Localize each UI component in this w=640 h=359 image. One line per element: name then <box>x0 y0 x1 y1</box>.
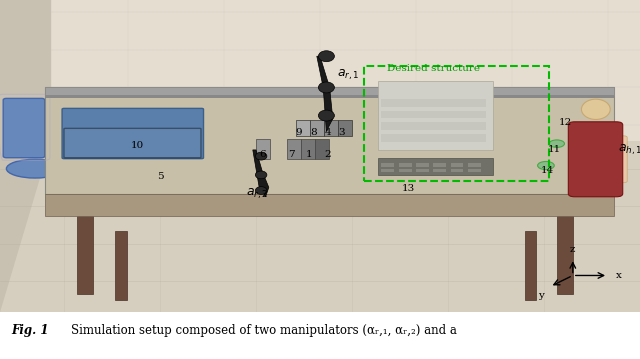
Bar <box>315 139 329 159</box>
Text: 7: 7 <box>288 150 294 159</box>
Bar <box>0 0 640 140</box>
Bar <box>416 163 429 167</box>
Text: $a_{r,1}$: $a_{r,1}$ <box>337 68 360 82</box>
Bar <box>45 88 614 95</box>
FancyBboxPatch shape <box>605 136 627 183</box>
Bar <box>364 66 549 181</box>
Text: 13: 13 <box>402 185 415 194</box>
Bar <box>115 231 127 300</box>
Bar <box>451 163 463 167</box>
FancyBboxPatch shape <box>62 108 204 159</box>
Bar <box>77 215 93 294</box>
Text: z: z <box>570 244 575 253</box>
Ellipse shape <box>255 171 267 179</box>
Text: 11: 11 <box>548 145 561 154</box>
Text: 8: 8 <box>310 128 317 137</box>
Bar <box>451 169 463 172</box>
Polygon shape <box>253 150 269 197</box>
Bar <box>381 122 486 130</box>
Bar <box>525 231 536 300</box>
Bar <box>296 120 310 136</box>
Ellipse shape <box>319 82 334 93</box>
Text: $a_{h,1}$: $a_{h,1}$ <box>618 143 640 157</box>
Text: 4: 4 <box>324 128 331 137</box>
Bar <box>310 120 324 136</box>
Text: 3: 3 <box>339 128 345 137</box>
Text: 1: 1 <box>306 150 312 159</box>
Bar <box>381 99 486 107</box>
Text: 9: 9 <box>295 128 301 137</box>
Text: Desired structure: Desired structure <box>387 64 480 73</box>
Bar <box>381 111 486 118</box>
Bar <box>0 140 640 312</box>
FancyBboxPatch shape <box>3 98 45 158</box>
Text: $a_{r,2}$: $a_{r,2}$ <box>246 186 269 201</box>
Ellipse shape <box>582 99 611 120</box>
Text: Fig. 1: Fig. 1 <box>12 324 49 337</box>
Bar <box>468 169 481 172</box>
Bar <box>399 163 412 167</box>
Circle shape <box>538 162 554 169</box>
Polygon shape <box>45 194 614 215</box>
Bar <box>468 163 481 167</box>
Text: 6: 6 <box>259 150 266 159</box>
Bar <box>378 81 493 150</box>
Bar <box>287 139 301 159</box>
Bar <box>301 139 315 159</box>
FancyBboxPatch shape <box>64 129 201 158</box>
Polygon shape <box>0 0 51 312</box>
Bar <box>378 158 493 175</box>
Text: 14: 14 <box>541 166 554 175</box>
Ellipse shape <box>255 152 267 160</box>
Text: 5: 5 <box>157 172 163 181</box>
Bar <box>324 120 338 136</box>
Polygon shape <box>45 88 614 194</box>
Text: 12: 12 <box>559 118 572 127</box>
Circle shape <box>549 140 564 148</box>
Ellipse shape <box>319 51 334 62</box>
Bar <box>381 163 394 167</box>
Ellipse shape <box>319 110 334 121</box>
Bar <box>381 169 394 172</box>
Ellipse shape <box>255 187 267 195</box>
Text: 2: 2 <box>324 150 331 159</box>
FancyBboxPatch shape <box>568 122 623 197</box>
Bar <box>557 215 573 294</box>
Bar <box>381 134 486 142</box>
Ellipse shape <box>6 159 64 178</box>
Bar <box>433 169 446 172</box>
Bar <box>256 139 270 159</box>
Text: y: y <box>538 291 543 300</box>
Bar <box>416 169 429 172</box>
Polygon shape <box>317 56 333 131</box>
Bar <box>399 169 412 172</box>
Bar <box>338 120 352 136</box>
Bar <box>45 95 614 98</box>
Text: Simulation setup composed of two manipulators (αᵣ,₁, αᵣ,₂) and a: Simulation setup composed of two manipul… <box>56 324 457 337</box>
Bar <box>433 163 446 167</box>
Text: x: x <box>616 271 621 280</box>
Text: 10: 10 <box>131 141 144 150</box>
